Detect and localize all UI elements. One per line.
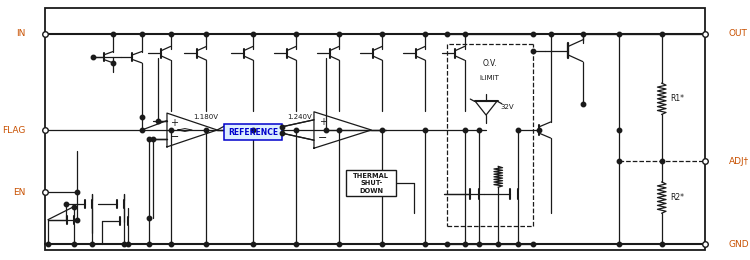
Text: DOWN: DOWN [359,187,383,194]
Text: REFERENCE: REFERENCE [228,128,278,136]
Text: FLAG: FLAG [2,126,25,134]
Text: THERMAL: THERMAL [353,173,389,179]
Text: EN: EN [13,188,25,197]
Text: 1.240V: 1.240V [287,114,312,120]
Text: R1*: R1* [670,94,685,103]
Text: +: + [319,117,326,127]
Bar [224,124,282,140]
Text: SHUT-: SHUT- [360,180,382,186]
Text: 1.180V: 1.180V [194,114,218,120]
Bar [346,170,397,196]
Text: OUT: OUT [728,29,747,38]
Text: +: + [170,118,178,128]
Text: R2*: R2* [670,193,685,202]
Text: GND: GND [728,240,749,249]
Text: IʟIMIT: IʟIMIT [480,75,500,81]
Text: IN: IN [16,29,25,38]
Text: 32V: 32V [501,104,515,110]
Text: ADJ†: ADJ† [728,157,748,166]
Text: −: − [318,133,327,143]
Text: O.V.: O.V. [482,59,497,68]
Text: −: − [170,132,178,142]
